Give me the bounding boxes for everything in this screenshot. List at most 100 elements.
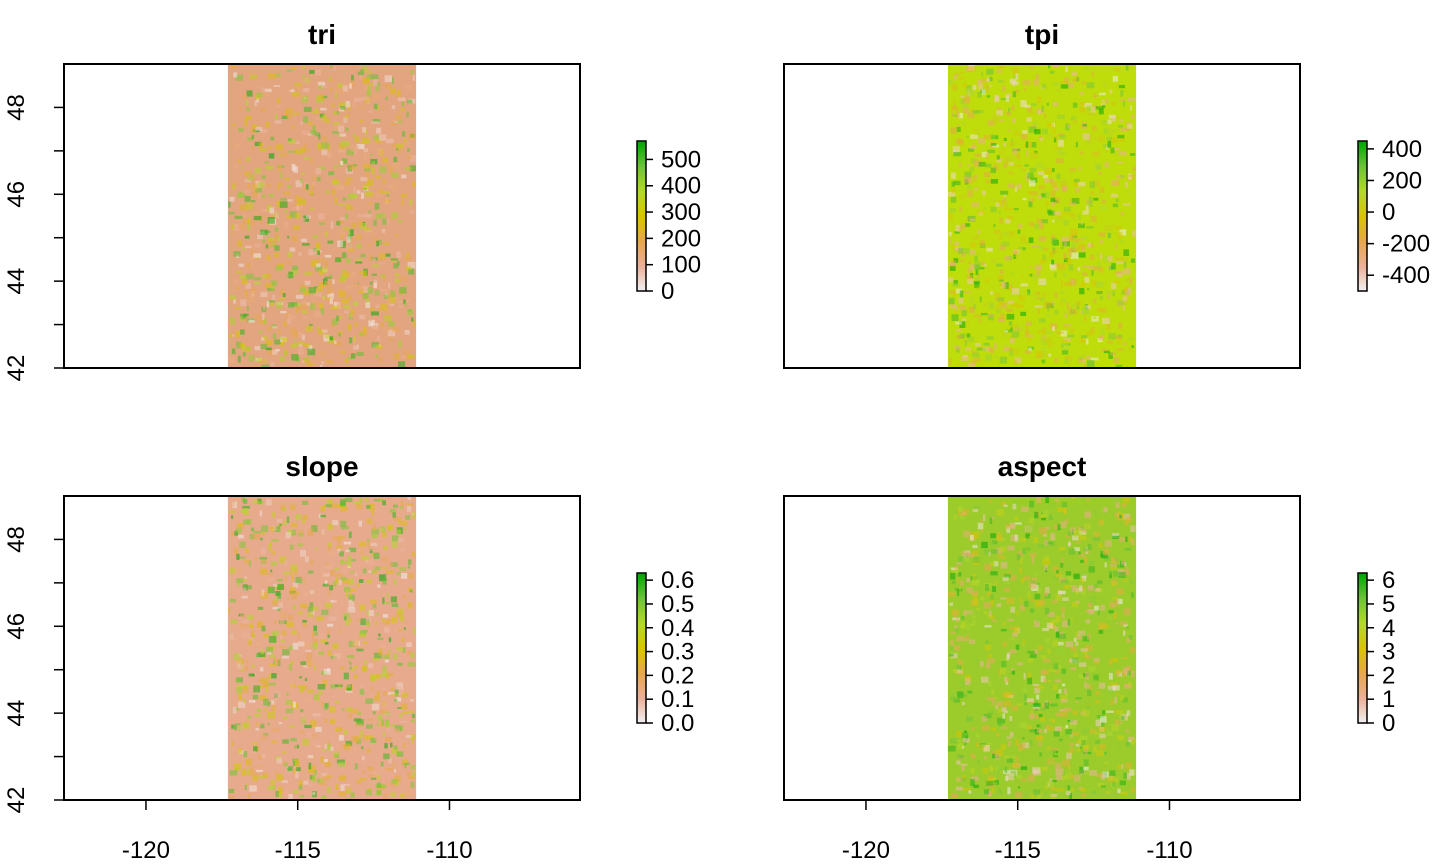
raster-texture-cell xyxy=(983,549,990,555)
raster-texture-cell xyxy=(1081,308,1090,315)
raster-texture-cell xyxy=(353,501,362,505)
raster-texture-cell xyxy=(289,586,296,593)
raster-texture-cell xyxy=(1027,774,1035,782)
raster-texture-cell xyxy=(267,238,273,242)
raster-texture-cell xyxy=(958,112,963,119)
raster-texture-cell xyxy=(358,579,364,583)
raster-texture-cell xyxy=(970,779,975,786)
raster-texture-cell xyxy=(394,120,399,123)
raster-texture-cell xyxy=(1046,622,1054,629)
raster-texture-cell xyxy=(1030,793,1035,799)
raster-texture-cell xyxy=(306,653,313,661)
raster-texture-cell xyxy=(1020,766,1028,770)
raster-texture-cell xyxy=(1017,693,1023,696)
raster-texture-cell xyxy=(380,304,388,311)
raster-texture-cell xyxy=(1030,177,1038,183)
raster-texture-cell xyxy=(346,149,354,156)
raster-texture-cell xyxy=(311,775,317,782)
raster-texture-cell xyxy=(1119,780,1126,786)
raster-texture-cell xyxy=(986,152,989,159)
raster-texture-cell xyxy=(1109,770,1116,776)
raster-texture-cell xyxy=(1129,277,1133,284)
raster-texture-cell xyxy=(294,82,302,87)
raster-texture-cell xyxy=(271,632,276,636)
legend-color-step xyxy=(1358,675,1367,679)
raster-texture-cell xyxy=(359,629,367,634)
raster-texture-cell xyxy=(1078,252,1086,258)
raster-texture-cell xyxy=(1117,788,1121,794)
raster-texture-cell xyxy=(979,660,984,667)
raster-texture-cell xyxy=(1026,725,1032,730)
raster-texture-cell xyxy=(1084,681,1087,688)
raster-texture-cell xyxy=(403,742,406,749)
raster-texture-cell xyxy=(258,679,261,682)
raster-texture-cell xyxy=(1003,194,1006,197)
raster-texture-cell xyxy=(315,69,321,76)
raster-texture-cell xyxy=(408,268,415,275)
raster-texture-cell xyxy=(295,194,299,202)
raster-texture-cell xyxy=(386,593,389,598)
raster-texture-cell xyxy=(960,223,966,229)
raster-texture-cell xyxy=(371,528,379,535)
raster-texture-cell xyxy=(1072,601,1079,608)
legend-color-step xyxy=(1358,605,1367,609)
raster-texture-cell xyxy=(1000,302,1008,309)
raster-texture-cell xyxy=(987,120,995,126)
raster-texture-cell xyxy=(303,343,311,347)
raster-texture-cell xyxy=(966,135,969,139)
raster-texture-cell xyxy=(1096,252,1101,258)
raster-texture-cell xyxy=(378,188,384,194)
raster-texture-cell xyxy=(1039,245,1044,251)
raster-texture-cell xyxy=(333,752,340,757)
raster-texture-cell xyxy=(1126,625,1129,629)
raster-texture-cell xyxy=(339,289,343,296)
raster-texture-cell xyxy=(1012,91,1017,98)
raster-texture-cell xyxy=(1023,673,1026,680)
raster-texture-cell xyxy=(255,95,261,100)
raster-texture-cell xyxy=(1063,338,1072,342)
raster-texture-cell xyxy=(309,602,314,608)
raster-texture-cell xyxy=(971,579,980,584)
raster-texture-cell xyxy=(370,737,375,743)
raster-texture-cell xyxy=(236,660,242,667)
raster-texture-cell xyxy=(985,584,989,591)
raster-texture-cell xyxy=(1029,552,1037,558)
raster-texture-cell xyxy=(404,167,412,171)
raster-texture-cell xyxy=(986,697,995,701)
raster-texture-cell xyxy=(1046,726,1054,731)
legend-color-step xyxy=(1358,608,1367,612)
raster-texture-cell xyxy=(1086,633,1091,640)
raster-texture-cell xyxy=(241,632,250,639)
raster-texture-cell xyxy=(1037,329,1045,334)
raster-texture-cell xyxy=(347,229,351,237)
raster-texture-cell xyxy=(272,630,280,636)
raster-texture-cell xyxy=(1041,351,1047,357)
raster-texture-cell xyxy=(287,319,292,325)
raster-texture-cell xyxy=(304,724,312,729)
raster-texture-cell xyxy=(958,506,963,512)
raster-texture-cell xyxy=(1126,189,1131,194)
raster-texture-cell xyxy=(346,797,350,800)
raster-texture-cell xyxy=(247,223,251,231)
raster-texture-cell xyxy=(390,792,396,797)
raster-texture-cell xyxy=(324,580,328,586)
raster-texture-cell xyxy=(261,194,266,198)
raster-texture-cell xyxy=(1111,223,1115,228)
raster-texture-cell xyxy=(1050,794,1058,797)
raster-texture-cell xyxy=(1050,780,1057,783)
raster-texture-cell xyxy=(352,100,355,108)
raster-texture-cell xyxy=(238,693,242,700)
raster-texture-cell xyxy=(327,288,333,294)
raster-texture-cell xyxy=(247,295,255,302)
raster-texture-cell xyxy=(987,790,992,797)
x-tick-label: -120 xyxy=(122,837,170,864)
raster-texture-cell xyxy=(1119,151,1127,156)
raster-texture-cell xyxy=(992,776,996,781)
raster-texture-cell xyxy=(275,104,282,108)
raster-texture-cell xyxy=(294,759,300,767)
raster-texture-cell xyxy=(1024,164,1029,167)
raster-texture-cell xyxy=(257,621,264,628)
legend-color-step xyxy=(637,663,646,667)
raster-texture-cell xyxy=(352,283,360,287)
raster-texture-cell xyxy=(1123,513,1131,520)
